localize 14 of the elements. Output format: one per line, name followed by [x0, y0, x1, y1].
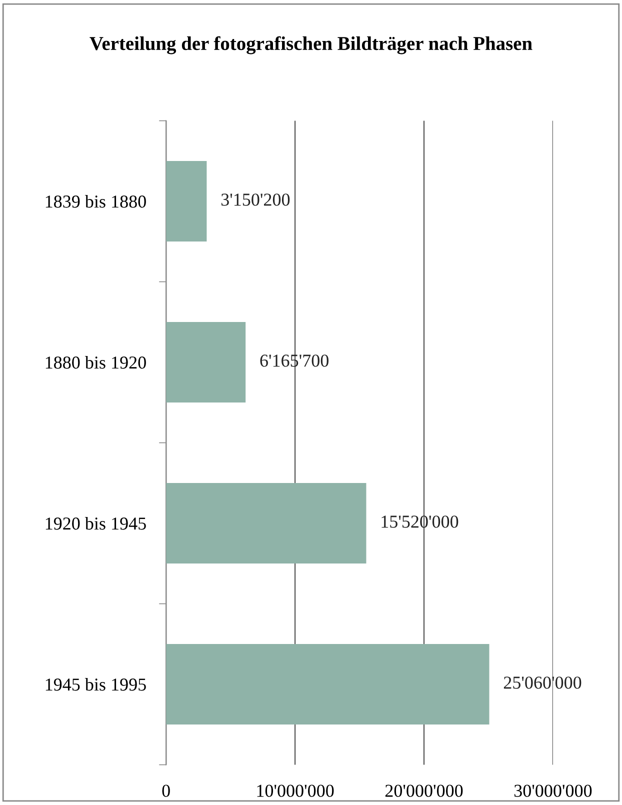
x-tick-label: 20'000'000 [385, 784, 463, 797]
y-tick-label: 1880 bis 1920 [46, 356, 146, 369]
x-tick-label: 10'000'000 [257, 784, 334, 797]
bar [166, 644, 490, 724]
data-label: 3'150'200 [221, 194, 290, 206]
x-tick-label: 30'000'000 [514, 784, 592, 797]
y-tick-label: 1945 bis 1995 [46, 678, 146, 691]
bar [166, 161, 207, 242]
bar [166, 322, 246, 402]
bar [166, 483, 366, 564]
chart-title: Verteilung der fotografischen Bildträger nach Phasen [90, 36, 532, 54]
y-tick-label: 1920 bis 1945 [46, 516, 146, 530]
y-tick-label: 1839 bis 1880 [46, 194, 146, 208]
x-tick-label: 0 [162, 784, 170, 797]
